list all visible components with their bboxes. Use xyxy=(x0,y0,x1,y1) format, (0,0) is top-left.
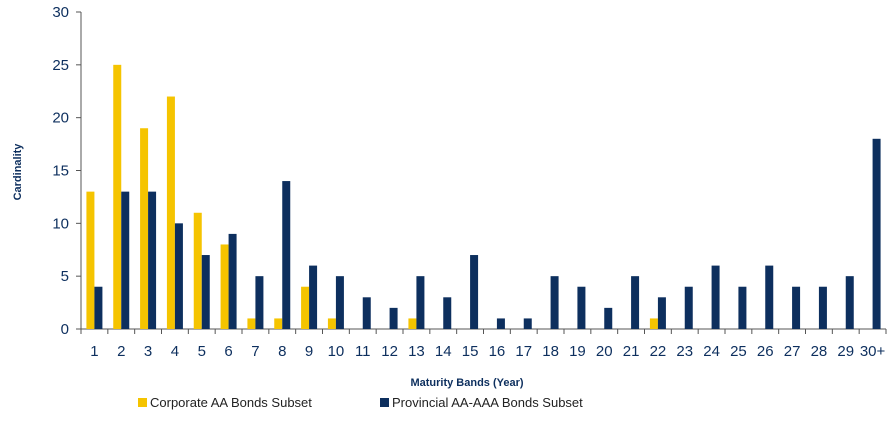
provincial-bar xyxy=(631,276,640,329)
corporate-bar xyxy=(247,318,256,329)
provincial-bar xyxy=(845,276,854,329)
provincial-bar xyxy=(201,255,210,329)
provincial-bar xyxy=(496,318,505,329)
y-tick-label: 30 xyxy=(52,4,69,21)
x-tick-label: 2 xyxy=(117,343,125,360)
provincial-bar xyxy=(657,297,666,329)
corporate-bar xyxy=(408,318,417,329)
corporate-bar xyxy=(274,318,283,329)
provincial-bar xyxy=(309,265,318,329)
legend-swatch xyxy=(138,398,147,407)
x-tick-label: 11 xyxy=(355,343,371,360)
corporate-bar xyxy=(327,318,336,329)
legend-label: Provincial AA-AAA Bonds Subset xyxy=(392,395,583,410)
provincial-bar xyxy=(684,286,693,329)
corporate-bar xyxy=(220,244,229,329)
provincial-bar xyxy=(470,255,479,329)
provincial-bar xyxy=(416,276,425,329)
provincial-bar xyxy=(389,307,398,329)
x-tick-label: 20 xyxy=(596,343,613,360)
provincial-bar xyxy=(443,297,452,329)
provincial-bar xyxy=(94,286,103,329)
provincial-bar xyxy=(148,191,157,329)
x-tick-label: 5 xyxy=(198,343,206,360)
x-tick-label: 13 xyxy=(408,343,425,360)
x-tick-label: 26 xyxy=(757,343,774,360)
provincial-bar xyxy=(550,276,559,329)
y-tick-label: 15 xyxy=(52,163,69,180)
x-tick-label: 30+ xyxy=(860,343,886,360)
x-tick-label: 7 xyxy=(251,343,259,360)
legend-label: Corporate AA Bonds Subset xyxy=(150,395,312,410)
x-tick-label: 14 xyxy=(435,343,452,360)
corporate-bar xyxy=(649,318,658,329)
provincial-bar xyxy=(121,191,130,329)
provincial-bar xyxy=(335,276,344,329)
x-tick-label: 9 xyxy=(305,343,313,360)
provincial-bar xyxy=(228,233,237,329)
x-tick-label: 16 xyxy=(489,343,506,360)
y-tick-label: 10 xyxy=(52,215,69,232)
x-tick-label: 28 xyxy=(811,343,828,360)
x-tick-label: 29 xyxy=(837,343,854,360)
x-tick-label: 23 xyxy=(676,343,693,360)
x-tick-label: 22 xyxy=(650,343,667,360)
x-tick-label: 8 xyxy=(278,343,286,360)
y-tick-label: 25 xyxy=(52,57,69,74)
provincial-bar xyxy=(362,297,371,329)
y-tick-label: 0 xyxy=(61,321,69,338)
corporate-bar xyxy=(193,212,202,329)
provincial-bar xyxy=(818,286,827,329)
y-axis: 0 5 10 15 20 25 30 xyxy=(52,4,82,338)
provincial-bar xyxy=(765,265,774,329)
x-tick-label: 21 xyxy=(623,343,640,360)
corporate-bar xyxy=(86,191,95,329)
provincial-bar xyxy=(711,265,720,329)
x-tick-label: 27 xyxy=(784,343,801,360)
legend-swatch xyxy=(380,398,389,407)
corporate-bar xyxy=(166,96,175,330)
corporate-bar xyxy=(140,128,149,329)
x-tick-label: 18 xyxy=(542,343,559,360)
provincial-bar xyxy=(255,276,264,329)
y-tick-label: 5 xyxy=(61,268,69,285)
provincial-bar xyxy=(872,138,881,329)
corporate-bar xyxy=(113,64,122,329)
corporate-bar xyxy=(301,286,310,329)
x-axis-title: Maturity Bands (Year) xyxy=(410,377,523,389)
legend: Corporate AA Bonds Subset Provincial AA-A… xyxy=(138,395,583,410)
provincial-bar xyxy=(523,318,532,329)
x-tick-label: 12 xyxy=(381,343,398,360)
x-tick-label: 24 xyxy=(703,343,720,360)
bars xyxy=(86,64,881,330)
x-tick-label: 6 xyxy=(224,343,232,360)
provincial-bar xyxy=(792,286,801,329)
y-axis-title: Cardinality xyxy=(12,143,24,201)
provincial-bar xyxy=(282,181,291,329)
x-tick-label: 4 xyxy=(171,343,179,360)
x-tick-label: 19 xyxy=(569,343,586,360)
y-tick-label: 20 xyxy=(52,110,69,127)
x-tick-label: 10 xyxy=(328,343,345,360)
x-tick-label: 1 xyxy=(90,343,98,360)
provincial-bar xyxy=(604,307,613,329)
x-tick-label: 25 xyxy=(730,343,747,360)
provincial-bar xyxy=(174,223,183,329)
x-tick-label: 15 xyxy=(462,343,479,360)
x-axis: 1 2 3 4 5 6 7 8 9 10 11 12 13 14 15 16 17 18 19 20 21 22 23 24 2… xyxy=(80,328,887,360)
provincial-bar xyxy=(738,286,747,329)
x-tick-label: 3 xyxy=(144,343,152,360)
provincial-bar xyxy=(577,286,586,329)
x-tick-label: 17 xyxy=(515,343,532,360)
